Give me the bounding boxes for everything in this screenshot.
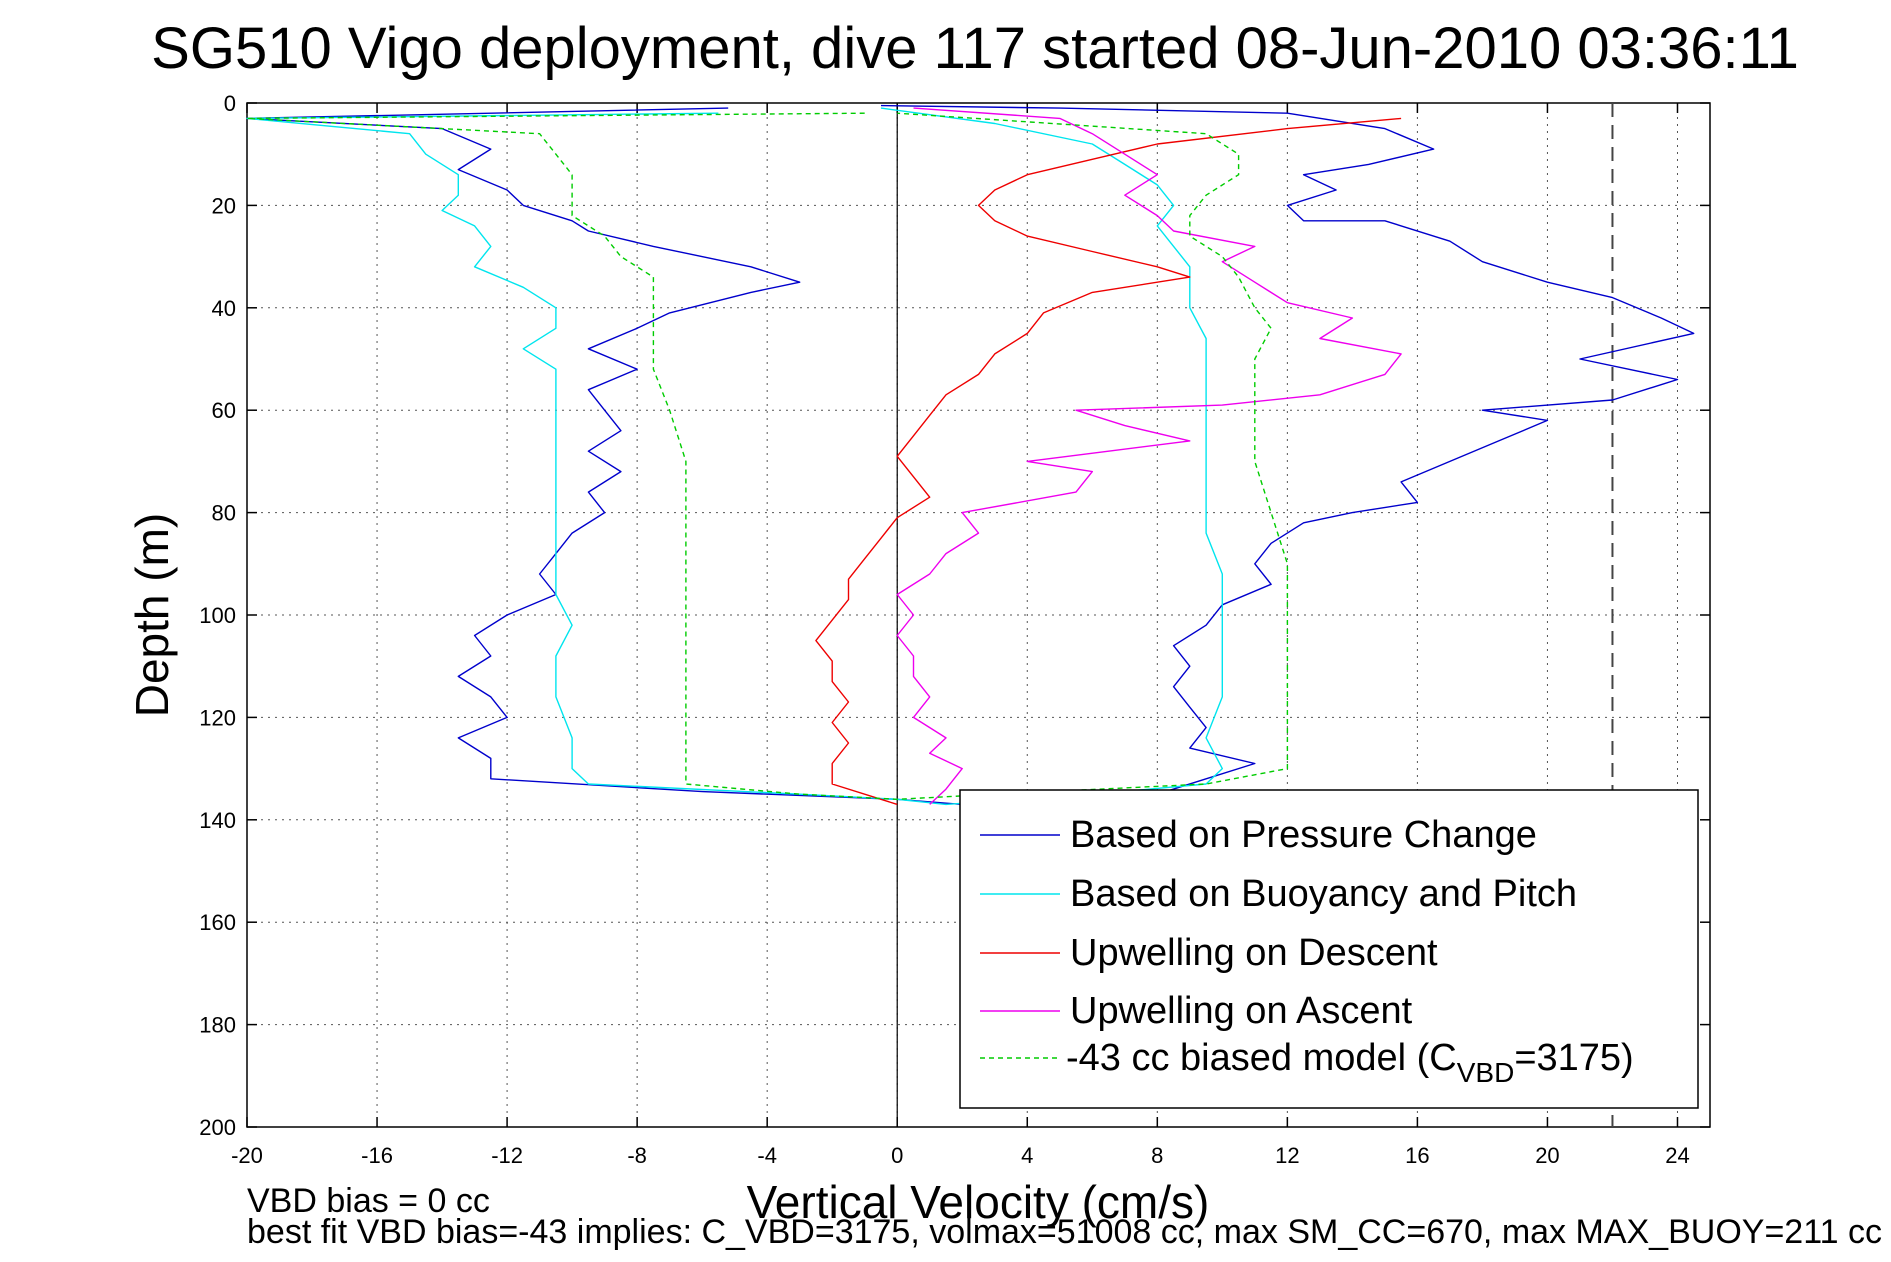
x-tick-label: -8 (627, 1143, 647, 1168)
footer-best-fit: best fit VBD bias=-43 implies: C_VBD=317… (247, 1213, 1882, 1251)
series-lines (246, 104, 1695, 806)
y-tick-label: 160 (199, 910, 236, 935)
axis-ticks: -20 -16 -12 -8 -4 0 4 8 12 16 20 24 0 20 40 60 80 100 120 1… (199, 91, 1710, 1168)
legend-box (959, 789, 1699, 1109)
y-tick-label: 60 (212, 398, 236, 423)
chart-title: SG510 Vigo deployment, dive 117 started … (151, 16, 1799, 81)
x-tick-label: 24 (1665, 1143, 1689, 1168)
x-tick-label: 20 (1535, 1143, 1559, 1168)
legend: Based on Pressure Change Based on Buoyanc… (959, 789, 1699, 1109)
y-tick-label: 120 (199, 705, 236, 730)
legend-label: Based on Pressure Change (1070, 814, 1537, 856)
y-tick-label: 180 (199, 1013, 236, 1038)
y-tick-label: 200 (199, 1115, 236, 1140)
series-line-1 (246, 107, 1223, 806)
y-axis-label: Depth (m) (126, 513, 178, 717)
legend-label: -43 cc biased model (CVBD=3175) (1066, 1037, 1634, 1088)
reference-lines (896, 103, 1614, 1127)
x-tick-label: 0 (891, 1143, 903, 1168)
y-tick-label: 80 (212, 501, 236, 526)
x-tick-label: 12 (1275, 1143, 1299, 1168)
series-line-4 (246, 112, 1289, 800)
x-tick-label: -20 (231, 1143, 263, 1168)
y-tick-label: 140 (199, 808, 236, 833)
series-line-2 (815, 117, 1402, 806)
x-tick-label: 16 (1405, 1143, 1429, 1168)
legend-label: Based on Buoyancy and Pitch (1070, 873, 1577, 915)
x-tick-label: 4 (1021, 1143, 1033, 1168)
x-axis-label: Vertical Velocity (cm/s) (747, 1176, 1210, 1228)
y-tick-label: 0 (224, 91, 236, 116)
x-tick-label: -16 (361, 1143, 393, 1168)
y-tick-label: 20 (212, 193, 236, 218)
x-tick-label: -4 (757, 1143, 777, 1168)
x-tick-label: -12 (491, 1143, 523, 1168)
footer-vbd-bias: VBD bias = 0 cc (247, 1182, 490, 1220)
series-line-0 (246, 104, 1695, 806)
series-line-3 (896, 107, 1402, 805)
legend-label: Upwelling on Descent (1070, 932, 1438, 974)
x-tick-label: 8 (1151, 1143, 1163, 1168)
y-tick-label: 40 (212, 296, 236, 321)
legend-label: Upwelling on Ascent (1070, 990, 1413, 1032)
y-tick-label: 100 (199, 603, 236, 628)
